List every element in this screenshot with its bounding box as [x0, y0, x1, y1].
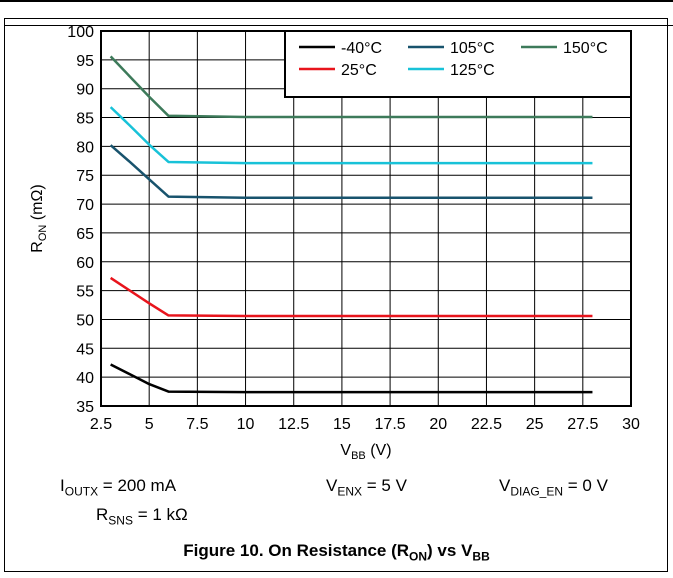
figure-frame-rule [5, 25, 673, 26]
condition-vdiag-en: VDIAG_EN = 0 V [499, 476, 608, 499]
x-tick-label: 25 [526, 416, 544, 433]
y-tick-label: 75 [76, 168, 94, 185]
y-tick-label: 40 [76, 370, 94, 387]
condition-rsns: RSNS = 1 kΩ [96, 505, 188, 528]
series-line [109, 276, 593, 318]
legend-label: -40°C [341, 40, 382, 57]
x-tick-label: 5 [145, 416, 154, 433]
y-tick-label: 60 [76, 255, 94, 272]
x-tick-label: 12.5 [278, 416, 309, 433]
series-line [109, 106, 593, 165]
x-tick-label: 2.5 [90, 416, 112, 433]
y-tick-label: 80 [76, 139, 94, 156]
page-top-rule [0, 0, 673, 2]
y-tick-label: 50 [76, 312, 94, 329]
condition-ioutx: IOUTX = 200 mA [60, 476, 177, 499]
y-tick-label: 55 [76, 284, 94, 301]
legend-box [284, 30, 632, 98]
legend-label: 150°C [563, 40, 608, 57]
x-tick-label: 30 [622, 416, 640, 433]
legend-label: 125°C [450, 62, 495, 79]
x-axis-label: VBB (V) [340, 442, 391, 462]
x-tick-label: 17.5 [375, 416, 406, 433]
y-tick-label: 65 [76, 226, 94, 243]
y-tick-label: 85 [76, 111, 94, 128]
series-line [109, 55, 593, 119]
x-tick-label: 15 [333, 416, 351, 433]
y-axis-label: RON (mΩ) [29, 184, 49, 252]
x-tick-label: 20 [429, 416, 447, 433]
y-tick-label: 45 [76, 341, 94, 358]
legend-label: 25°C [341, 62, 377, 79]
y-tick-label: 95 [76, 53, 94, 70]
x-tick-label: 7.5 [186, 416, 208, 433]
y-tick-label: 70 [76, 197, 94, 214]
figure-frame [4, 18, 673, 572]
y-tick-label: 35 [76, 399, 94, 416]
figure-caption: Figure 10. On Resistance (RON) vs VBB [183, 541, 490, 564]
chart: 2.5 5 7.5 10 12.5 15 17.5 20 22.5 25 27.5 30 35 40 45 5… [29, 24, 640, 462]
y-tick-label: 90 [76, 82, 94, 99]
series-line [110, 363, 593, 394]
x-tick-label: 27.5 [567, 416, 598, 433]
y-tick-label: 100 [67, 24, 94, 41]
series-line [109, 144, 593, 199]
x-tick-label: 10 [237, 416, 255, 433]
x-tick-label: 22.5 [471, 416, 502, 433]
legend-label: 105°C [450, 40, 495, 57]
condition-venx: VENX = 5 V [326, 476, 407, 499]
